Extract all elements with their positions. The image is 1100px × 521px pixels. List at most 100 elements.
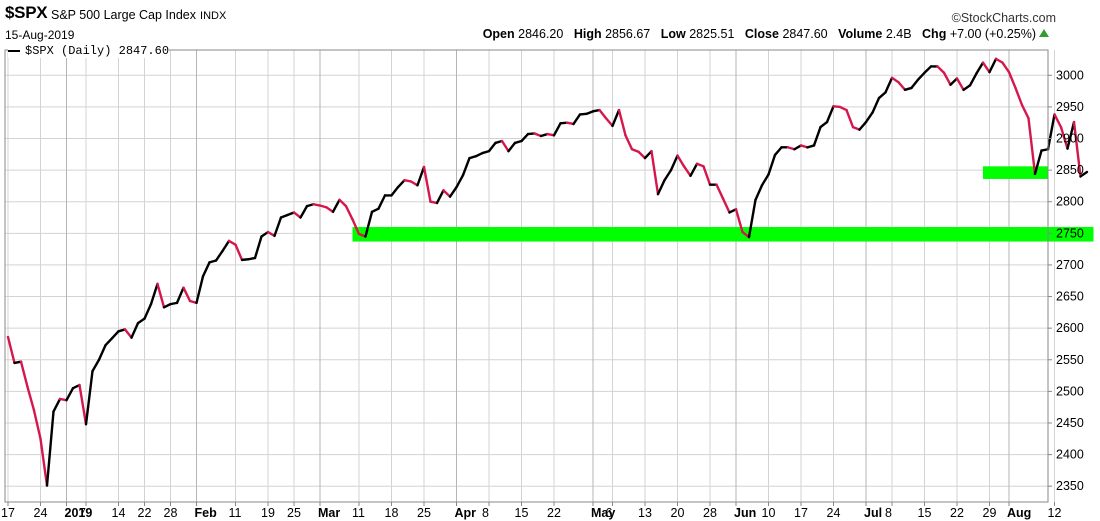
- price-segment: [409, 180, 419, 187]
- description: S&P 500 Large Cap Index INDX: [51, 8, 226, 22]
- stat-close: Close 2847.60: [744, 27, 828, 41]
- x-day-label: 18: [385, 506, 399, 520]
- brand-link[interactable]: ©StockCharts.com: [951, 11, 1056, 25]
- price-segment: [162, 302, 172, 309]
- x-month-label: May: [591, 506, 615, 520]
- price-segment: [923, 65, 933, 74]
- x-day-label: 28: [703, 506, 717, 520]
- x-day-label: 20: [671, 506, 685, 520]
- y-axis: 2350 2400 2450 2500 2550 2600 2650 2700 2750 2800…: [1048, 68, 1084, 493]
- price-segment: [292, 211, 302, 219]
- price-segment: [344, 204, 354, 221]
- price-segment: [156, 282, 166, 309]
- price-segment: [981, 61, 991, 74]
- price-segment: [175, 286, 185, 305]
- y-tick-label: 2800: [1056, 195, 1084, 209]
- price-segment: [975, 61, 985, 75]
- price-segment: [1007, 70, 1017, 90]
- x-day-label: 11: [229, 506, 242, 520]
- price-segment: [97, 344, 107, 361]
- x-day-label: 25: [417, 506, 431, 520]
- price-segment: [656, 179, 666, 196]
- price-segment: [611, 108, 621, 128]
- price-segment: [637, 150, 647, 160]
- price-segment: [299, 204, 309, 219]
- y-tick-label: 2400: [1056, 448, 1084, 462]
- chart-header: $SPX S&P 500 Large Cap Index INDX 15-Aug-…: [0, 0, 1100, 58]
- chart-date: 15-Aug-2019: [5, 28, 75, 42]
- price-segment: [1059, 125, 1069, 150]
- price-segment: [676, 154, 686, 168]
- price-segment: [26, 385, 36, 412]
- price-segment: [721, 197, 731, 214]
- price-segment: [110, 330, 120, 340]
- price-segment: [1033, 149, 1043, 176]
- price-segment: [32, 409, 42, 440]
- y-tick-label: 2900: [1056, 132, 1084, 146]
- price-segment: [416, 165, 426, 187]
- price-segment: [78, 383, 88, 426]
- price-segment: [871, 96, 881, 114]
- price-segment: [598, 108, 608, 120]
- price-segment: [487, 141, 497, 153]
- price-segment: [793, 144, 803, 151]
- price-segment: [617, 108, 627, 137]
- x-month-label: Feb: [195, 506, 218, 520]
- x-day-label: 22: [547, 506, 561, 520]
- x-day-label: 24: [827, 506, 841, 520]
- price-segment: [942, 71, 952, 86]
- support-zone: [352, 227, 1094, 242]
- y-tick-label: 2450: [1056, 416, 1084, 430]
- price-segment: [767, 153, 777, 176]
- x-month-label: Jun: [734, 506, 756, 520]
- price-segment: [507, 141, 517, 153]
- y-tick-label: 2600: [1056, 321, 1084, 335]
- x-day-label: 19: [261, 506, 275, 520]
- up-arrow-icon: [1039, 29, 1049, 37]
- legend-swatch: [8, 50, 20, 52]
- x-day-label: 7: [79, 506, 86, 520]
- series-legend: $SPX (Daily) 2847.60: [8, 44, 170, 58]
- price-segment: [715, 183, 725, 200]
- x-day-label: 13: [638, 506, 652, 520]
- x-month-label: 2019: [65, 506, 93, 520]
- y-tick-label: 2850: [1056, 163, 1084, 177]
- price-segment: [370, 207, 380, 214]
- price-segment: [6, 335, 16, 365]
- x-day-label: 11: [352, 506, 365, 520]
- price-segment: [338, 198, 348, 208]
- price-segment: [845, 108, 855, 129]
- price-segment: [650, 149, 660, 196]
- price-segment: [45, 410, 55, 487]
- price-segment: [734, 208, 744, 234]
- y-tick-label: 2550: [1056, 353, 1084, 367]
- price-segment: [461, 156, 471, 177]
- stat-high: High 2856.67: [573, 27, 651, 41]
- x-day-label: 22: [950, 506, 964, 520]
- price-segment: [773, 146, 783, 157]
- price-segment: [1020, 103, 1030, 120]
- price-segment: [19, 360, 29, 389]
- price-segment: [643, 149, 653, 160]
- price-segment: [962, 84, 972, 92]
- price-segment: [266, 230, 276, 238]
- price-segment: [864, 111, 874, 124]
- price-segment: [819, 120, 829, 129]
- price-segment: [84, 369, 94, 426]
- price-segment: [364, 210, 374, 238]
- price-segment: [214, 249, 224, 262]
- price-segment: [812, 125, 822, 147]
- y-tick-label: 2750: [1056, 226, 1084, 240]
- price-segment: [201, 261, 211, 278]
- price-segment: [858, 120, 868, 131]
- price-segment: [572, 113, 582, 126]
- x-day-label: 29: [983, 506, 997, 520]
- x-month-label: Jul: [864, 506, 882, 520]
- y-tick-label: 2350: [1056, 479, 1084, 493]
- x-day-label: 14: [112, 506, 126, 520]
- price-segment: [1072, 120, 1082, 178]
- price-segment: [442, 189, 452, 198]
- price-segment: [968, 72, 978, 87]
